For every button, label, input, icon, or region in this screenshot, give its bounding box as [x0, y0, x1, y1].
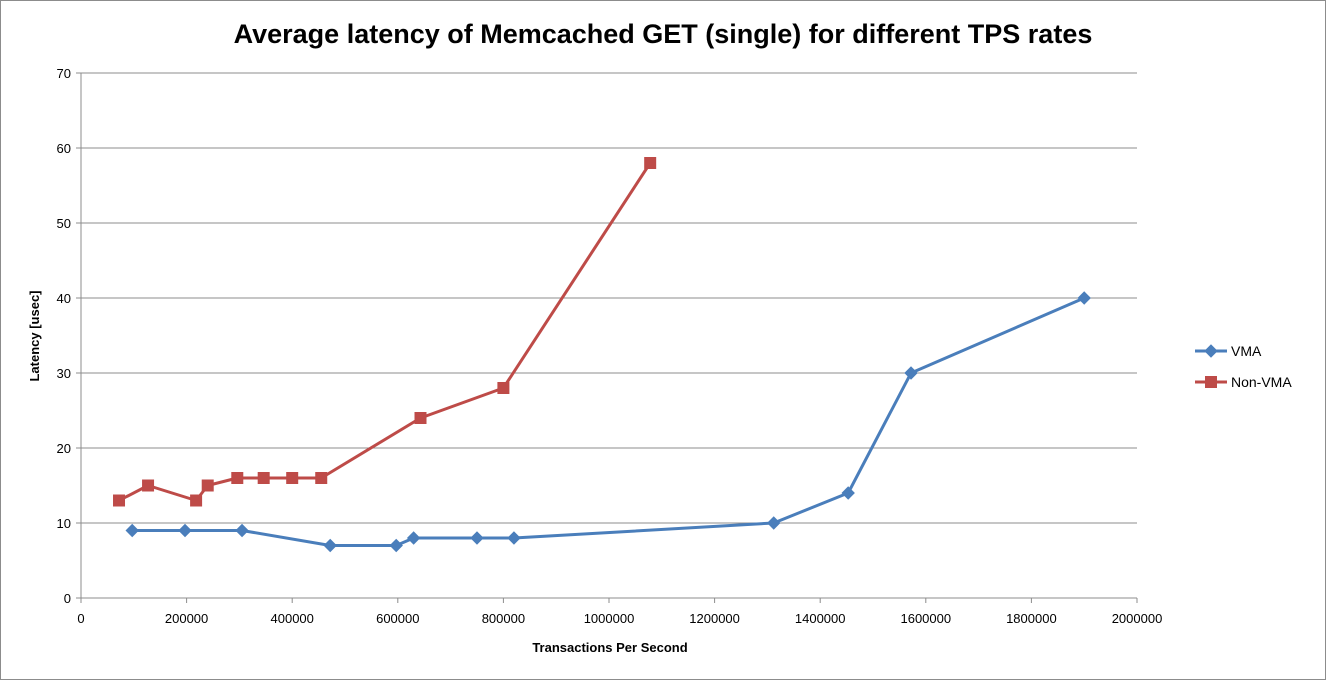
data-point-vma: [178, 523, 192, 538]
y-tick-label: 30: [57, 366, 71, 381]
legend-label-vma: VMA: [1231, 343, 1262, 359]
data-point-vma: [1077, 291, 1091, 305]
data-point-vma: [507, 531, 521, 545]
data-point-non-vma: [286, 472, 299, 484]
x-tick-label: 2000000: [1112, 611, 1163, 626]
x-axis-title: Transactions Per Second: [532, 640, 687, 655]
legend-marker-non-vma: [1205, 376, 1217, 388]
x-tick-label: 1200000: [689, 611, 740, 626]
series-non-vma: [113, 157, 657, 507]
y-axis-title: Latency [usec]: [27, 290, 42, 381]
data-point-vma: [323, 538, 337, 553]
y-tick-label: 50: [57, 216, 71, 231]
plot-area: [113, 157, 1091, 553]
x-tick-label: 800000: [482, 611, 525, 626]
x-tick-label: 1400000: [795, 611, 846, 626]
data-point-vma: [904, 366, 918, 380]
legend: VMA Non-VMA: [1195, 343, 1292, 390]
data-point-non-vma: [257, 472, 270, 484]
data-point-non-vma: [414, 412, 427, 424]
legend-item-vma: VMA: [1195, 343, 1262, 359]
data-point-non-vma: [644, 157, 657, 169]
data-point-non-vma: [113, 494, 126, 507]
legend-marker-vma: [1204, 344, 1218, 358]
x-tick-label: 1800000: [1006, 611, 1057, 626]
gridlines: [81, 72, 1137, 524]
y-tick-label: 20: [57, 441, 71, 456]
y-tick-label: 0: [64, 591, 71, 606]
data-point-vma: [125, 523, 139, 538]
legend-label-non-vma: Non-VMA: [1231, 374, 1292, 390]
axes: 0 10 20 30 40 50 60 70 0 200000 400000 600000 800000…: [57, 66, 1163, 626]
legend-item-non-vma: Non-VMA: [1195, 374, 1292, 390]
y-tick-label: 60: [57, 141, 71, 156]
data-point-vma: [470, 531, 484, 545]
chart-title: Average latency of Memcached GET (single…: [234, 19, 1093, 49]
data-point-non-vma: [315, 472, 328, 484]
y-tick-label: 10: [57, 516, 71, 531]
x-tick-label: 0: [77, 611, 84, 626]
data-point-vma: [767, 516, 781, 530]
data-point-vma: [389, 538, 403, 553]
data-point-non-vma: [201, 479, 214, 492]
x-tick-label: 1600000: [900, 611, 951, 626]
series-line-non-vma: [117, 161, 652, 502]
y-tick-label: 70: [57, 66, 71, 81]
data-point-vma: [406, 531, 421, 545]
x-tick-label: 600000: [376, 611, 419, 626]
data-point-vma: [235, 523, 249, 538]
series-vma: [125, 291, 1091, 553]
data-point-non-vma: [142, 479, 155, 492]
data-point-non-vma: [190, 494, 203, 507]
x-tick-label: 1000000: [584, 611, 635, 626]
x-tick-label: 400000: [271, 611, 314, 626]
data-point-non-vma: [231, 472, 244, 484]
y-tick-label: 40: [57, 291, 71, 306]
data-point-vma: [841, 486, 855, 500]
series-line-vma: [130, 296, 1086, 547]
x-tick-label: 200000: [165, 611, 208, 626]
data-point-non-vma: [497, 382, 510, 394]
